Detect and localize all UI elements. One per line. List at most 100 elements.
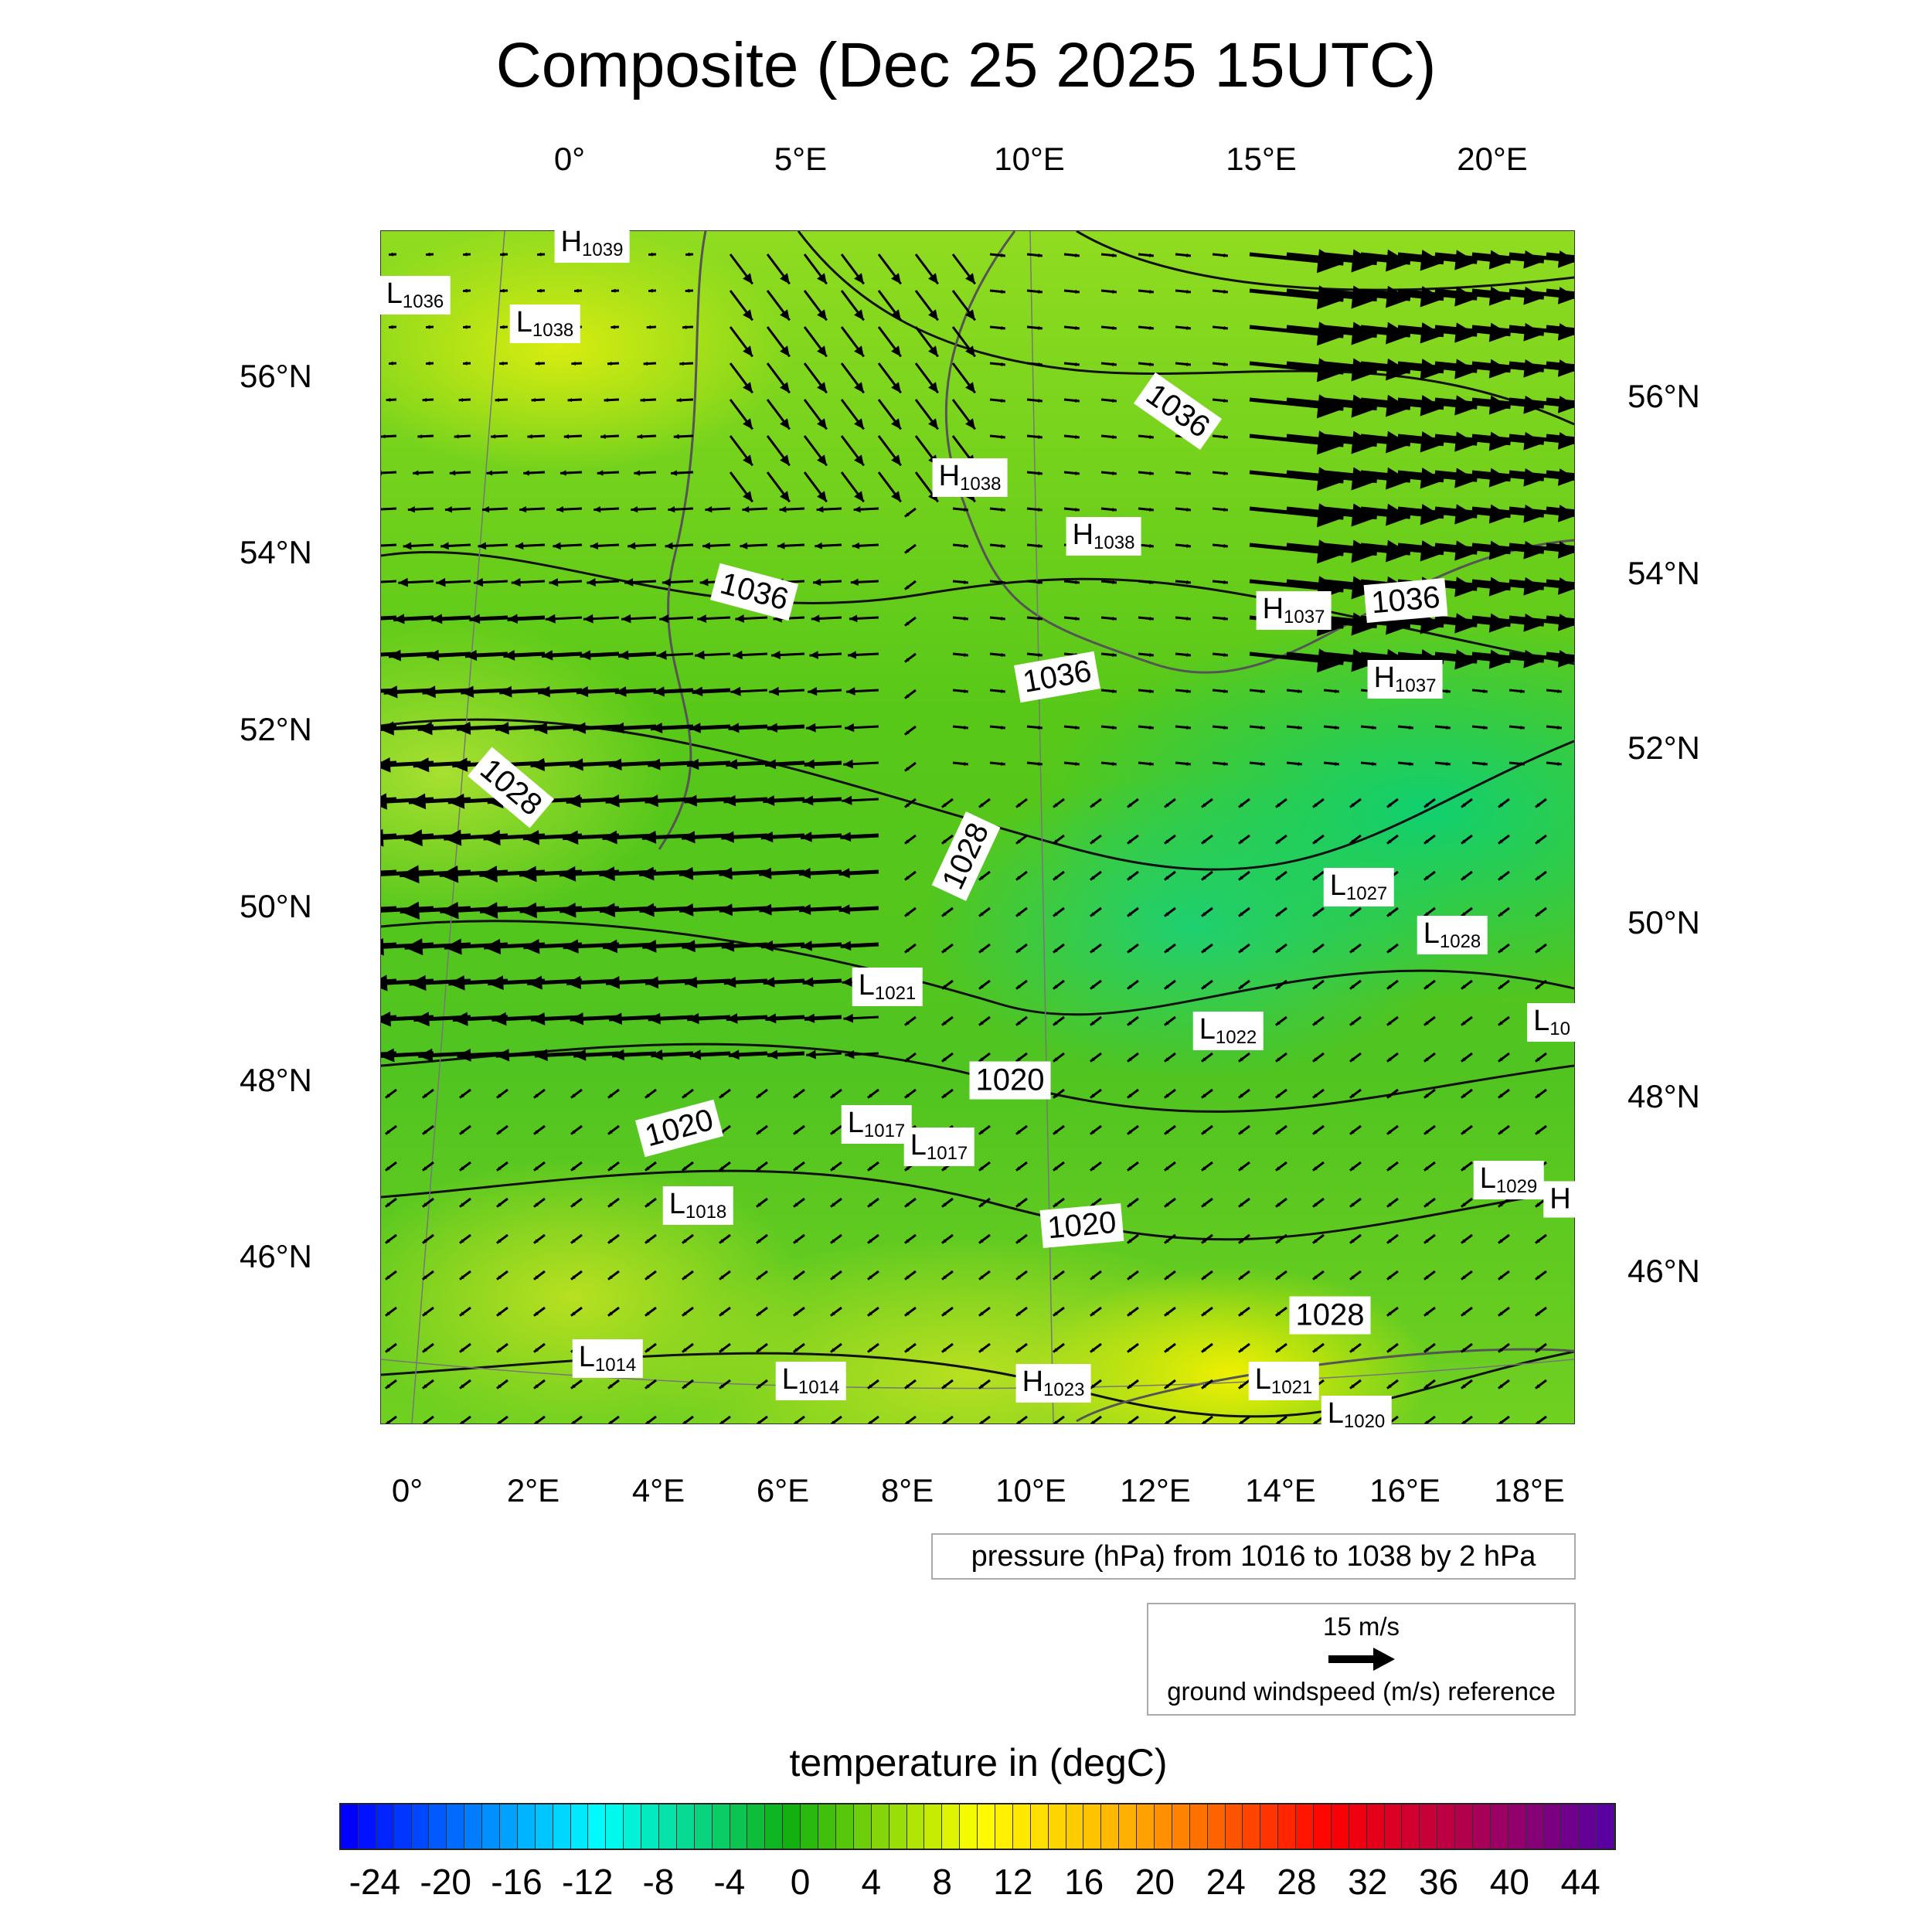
wind-arrow-head — [1015, 1202, 1021, 1207]
wind-arrow-head — [422, 1384, 427, 1389]
wind-arrow-head — [403, 829, 423, 847]
wind-arrow-head — [534, 1420, 539, 1423]
wind-arrow-head — [642, 939, 657, 953]
wind-arrow — [1546, 543, 1574, 550]
wind-arrow-head — [1053, 1311, 1058, 1316]
wind-arrow-head — [418, 1048, 434, 1063]
wind-arrow-head — [495, 1049, 510, 1062]
colorbar-tick-label: 12 — [993, 1862, 1033, 1902]
wind-arrow-head — [1316, 358, 1344, 383]
wind-arrow-head — [385, 1311, 390, 1316]
colorbar-tick-label: 4 — [861, 1862, 882, 1902]
wind-arrow-head — [496, 1275, 502, 1280]
wind-arrow-head — [1461, 912, 1466, 917]
wind-arrow-head — [850, 578, 859, 586]
wind-arrow-head — [1535, 839, 1540, 844]
wind-arrow-head — [1090, 1166, 1095, 1171]
colorbar-swatch — [500, 1804, 518, 1849]
wind-arrow-head — [760, 831, 774, 843]
bottom-lon-tick: 6°E — [756, 1472, 810, 1509]
wind-arrow-head — [1149, 616, 1154, 621]
colorbar-swatch — [1313, 1804, 1332, 1849]
wind-arrow-head — [811, 614, 820, 623]
wind-arrow-head — [904, 876, 910, 880]
wind-arrow-head — [1075, 580, 1080, 585]
wind-arrow-head — [1149, 689, 1154, 694]
wind-arrow-head — [1112, 652, 1117, 658]
wind-arrow-head — [682, 1348, 687, 1352]
low-pressure-label: L1027 — [1323, 868, 1394, 906]
wind-arrow-head — [1423, 1130, 1429, 1134]
wind-arrow-head — [1001, 325, 1005, 331]
wind-arrow-head — [1275, 1275, 1281, 1280]
wind-arrow-head — [1112, 725, 1117, 730]
wind-arrow-head — [1423, 1239, 1429, 1243]
wind-arrow-head — [1149, 434, 1154, 440]
colorbar-swatch — [1349, 1804, 1367, 1849]
wind-arrow-head — [964, 689, 968, 694]
pressure-center-value: 10 — [1549, 1019, 1570, 1039]
top-lon-tick: 5°E — [774, 141, 828, 177]
wind-arrow — [1546, 579, 1574, 587]
wind-arrow-head — [964, 725, 968, 730]
wind-arrow-head — [381, 1048, 395, 1063]
wind-arrow-head — [1164, 1348, 1169, 1352]
wind-arrow-head — [407, 505, 416, 513]
wind-arrow-head — [1316, 430, 1344, 455]
wind-arrow-head — [1275, 1311, 1281, 1316]
wind-arrow-head — [1351, 430, 1377, 454]
wind-arrow-head — [1423, 912, 1429, 917]
colorbar-swatch — [1561, 1804, 1580, 1849]
wind-arrow-head — [756, 1275, 761, 1280]
colorbar-title: temperature in (degC) — [789, 1741, 1168, 1784]
wind-arrow-head — [1127, 1094, 1132, 1098]
wind-arrow-head — [1423, 985, 1429, 989]
wind-arrow-head — [444, 505, 453, 513]
wind-arrow-head — [1015, 1239, 1021, 1243]
wind-arrow-head — [650, 722, 663, 734]
pressure-center-value: 1014 — [594, 1355, 637, 1376]
wind-arrow-head — [1112, 616, 1117, 621]
colorbar-tick-label: 40 — [1489, 1862, 1529, 1902]
wind-arrow-head — [682, 831, 696, 844]
wind-arrow-head — [1075, 761, 1080, 767]
isobar — [1076, 231, 1574, 291]
wind-arrow-head — [813, 578, 821, 587]
pressure-center-value: 1021 — [1270, 1377, 1313, 1398]
right-lat-tick: 50°N — [1628, 904, 1700, 940]
low-pressure-label: L1036 — [379, 276, 451, 315]
wind-arrow-head — [535, 361, 540, 366]
wind-arrow-head — [1420, 395, 1444, 417]
wind-arrow-head — [1498, 1057, 1503, 1062]
wind-arrow-head — [444, 938, 462, 955]
wind-arrow-head — [459, 1239, 464, 1243]
wind-arrow-head — [444, 829, 462, 846]
wind-arrow-head — [763, 977, 775, 988]
wind-arrow-head — [533, 1130, 539, 1134]
wind-arrow-head — [1053, 1166, 1058, 1171]
wind-arrow-head — [1535, 1275, 1540, 1280]
wind-arrow-head — [1075, 471, 1080, 476]
pressure-center-letter: L — [515, 306, 532, 338]
wind-arrow-head — [381, 470, 382, 476]
wind-arrow-head — [843, 1013, 854, 1023]
wind-arrow-head — [1201, 948, 1206, 953]
wind-arrow-head — [624, 578, 634, 587]
wind-arrow-head — [637, 434, 643, 440]
wind-arrow-head — [941, 1166, 947, 1171]
pressure-center-value: 1018 — [685, 1202, 727, 1223]
wind-arrow-head — [1351, 249, 1377, 273]
wind-arrow-head — [1201, 1057, 1206, 1062]
colorbar-swatch — [1101, 1804, 1120, 1849]
wind-arrow — [381, 471, 397, 474]
colorbar-swatch — [1119, 1804, 1138, 1849]
pressure-center-value: 1038 — [1094, 532, 1135, 553]
wind-arrow-head — [854, 345, 864, 357]
wind-arrow-head — [692, 686, 703, 697]
wind-arrow-head — [1386, 285, 1410, 308]
wind-arrow-head — [389, 252, 393, 257]
wind-arrow-head — [1015, 948, 1021, 953]
wind-arrow-head — [422, 1202, 427, 1207]
wind-arrow-head — [408, 793, 427, 810]
wind-arrow-head — [1386, 1202, 1392, 1207]
